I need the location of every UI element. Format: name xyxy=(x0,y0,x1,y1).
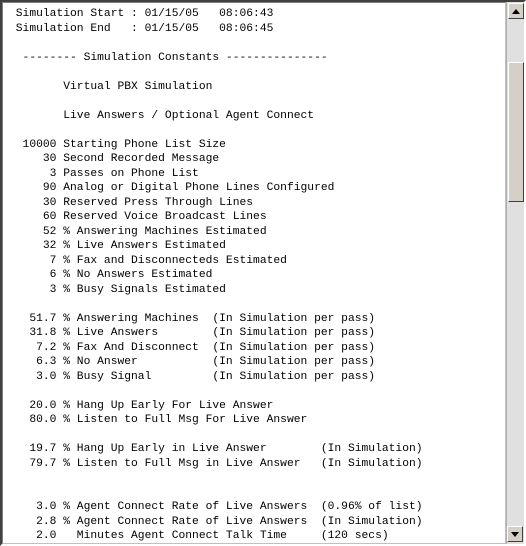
chevron-up-icon xyxy=(512,9,520,14)
scroll-thumb[interactable] xyxy=(508,62,524,202)
scroll-up-button[interactable] xyxy=(508,3,524,19)
chevron-down-icon xyxy=(511,532,519,537)
console-viewport: Simulation Start : 01/15/05 08:06:43 Sim… xyxy=(2,2,506,544)
console-window: Simulation Start : 01/15/05 08:06:43 Sim… xyxy=(0,0,526,546)
scroll-down-button[interactable] xyxy=(507,526,523,542)
console-text: Simulation Start : 01/15/05 08:06:43 Sim… xyxy=(3,3,505,544)
vertical-scrollbar[interactable] xyxy=(506,2,524,544)
